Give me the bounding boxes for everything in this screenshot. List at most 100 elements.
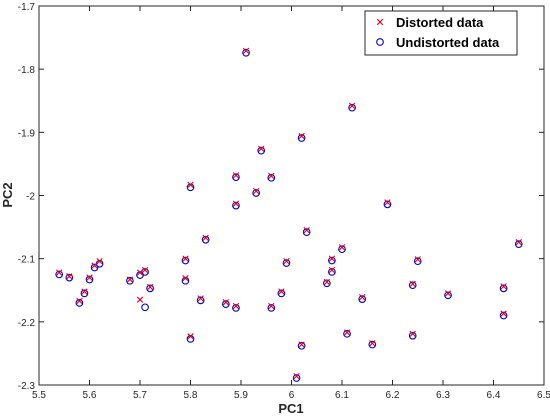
distorted-point <box>76 297 83 305</box>
undistorted-point <box>146 284 154 293</box>
distorted-point <box>293 372 300 380</box>
undistorted-point <box>277 289 286 298</box>
distorted-point <box>343 329 351 336</box>
undistorted-point <box>232 201 240 210</box>
y-axis-label: PC2 <box>0 182 15 207</box>
undistorted-point <box>408 331 417 340</box>
distorted-point <box>242 47 250 55</box>
distorted-point <box>136 296 144 303</box>
distorted-point <box>81 288 88 295</box>
legend: Distorted data Undistorted data <box>364 10 518 56</box>
undistorted-point <box>499 311 508 320</box>
y-tick-label: -1.8 <box>18 65 36 76</box>
distorted-point <box>56 269 63 276</box>
distorted-point <box>146 283 154 291</box>
undistorted-point <box>232 304 240 312</box>
x-tick-label: 5.6 <box>83 390 97 401</box>
distorted-point <box>252 187 260 195</box>
undistorted-point <box>141 303 149 312</box>
undistorted-point <box>444 291 452 300</box>
x-tick-label: 5.8 <box>184 390 198 401</box>
undistorted-point <box>242 48 250 57</box>
distorted-point <box>268 172 275 180</box>
x-tick-label: 5.9 <box>234 390 248 401</box>
distorted-point <box>500 310 507 317</box>
distorted-point <box>222 299 230 306</box>
distorted-point <box>369 340 376 347</box>
y-tick-label: -1.9 <box>18 128 36 139</box>
distorted-point <box>126 276 134 283</box>
undistorted-point <box>267 304 276 312</box>
undistorted-point <box>80 289 89 298</box>
y-axis-ticks: -1.7 -1.8 -1.9 -2 -2.1 -2.2 -2.3 <box>18 2 544 392</box>
distorted-point <box>232 200 240 207</box>
undistorted-point <box>302 228 311 236</box>
distorted-point <box>197 295 204 302</box>
distorted-point <box>323 278 331 286</box>
x-tick-label: 6.4 <box>487 390 501 401</box>
undistorted-point <box>222 300 230 308</box>
distorted-point <box>338 244 346 251</box>
distorted-point <box>141 266 149 274</box>
undistorted-point <box>75 299 84 307</box>
distorted-point <box>348 102 356 109</box>
distorted-point <box>328 266 336 274</box>
distorted-point <box>136 269 144 276</box>
x-tick-label: 6.1 <box>335 390 349 401</box>
legend-box <box>364 10 518 56</box>
undistorted-point <box>65 273 74 282</box>
distorted-point <box>278 288 285 295</box>
undistorted-point <box>232 173 240 182</box>
distorted-point <box>444 290 452 297</box>
undistorted-point <box>201 235 210 244</box>
legend-label-undistorted: Undistorted data <box>396 35 500 50</box>
undistorted-point <box>408 281 417 290</box>
distorted-point <box>268 302 275 310</box>
distorted-point <box>409 330 416 338</box>
distorted-point <box>298 341 305 348</box>
undistorted-point <box>368 340 377 349</box>
distorted-point <box>409 280 416 288</box>
y-tick-label: -2 <box>26 192 35 203</box>
plot-area <box>38 5 545 386</box>
undistorted-point <box>338 245 346 254</box>
x-tick-label: 6 <box>289 390 295 401</box>
undistorted-point <box>126 276 134 285</box>
distorted-point <box>187 333 194 340</box>
undistorted-point <box>328 256 336 265</box>
distorted-point <box>515 239 522 246</box>
x-tick-label: 5.7 <box>133 390 147 401</box>
undistorted-point <box>499 284 508 293</box>
undistorted-point <box>292 374 301 382</box>
x-axis-label: PC1 <box>278 401 303 416</box>
y-tick-label: -2.3 <box>18 381 36 392</box>
x-tick-label: 5.5 <box>32 390 46 401</box>
undistorted-point <box>267 173 276 182</box>
distorted-point <box>414 256 421 263</box>
x-tick-label: 6.3 <box>436 390 450 401</box>
undistorted-point <box>383 200 392 209</box>
legend-x-marker <box>376 18 384 26</box>
undistorted-point <box>328 268 336 276</box>
undistorted-point <box>297 134 306 142</box>
undistorted-point <box>257 146 266 155</box>
x-axis-ticks: 5.5 5.6 5.7 5.8 5.9 6 6.1 6.2 6.3 6.4 6.5 <box>32 6 550 401</box>
distorted-point <box>232 172 240 179</box>
distorted-point <box>298 132 305 140</box>
x-tick-label: 6.5 <box>537 390 550 401</box>
data-marks <box>55 47 523 382</box>
undistorted-point <box>514 240 523 248</box>
distorted-point <box>384 199 391 206</box>
undistorted-point <box>413 257 422 266</box>
undistorted-point <box>343 329 351 338</box>
distorted-point <box>500 283 507 290</box>
distorted-point <box>258 145 265 152</box>
undistorted-point <box>252 189 260 197</box>
undistorted-point <box>358 295 367 303</box>
legend-o-marker <box>376 38 384 46</box>
legend-label-distorted: Distorted data <box>396 15 484 30</box>
undistorted-point <box>282 259 291 267</box>
undistorted-point <box>348 103 356 112</box>
distorted-point <box>303 227 310 234</box>
